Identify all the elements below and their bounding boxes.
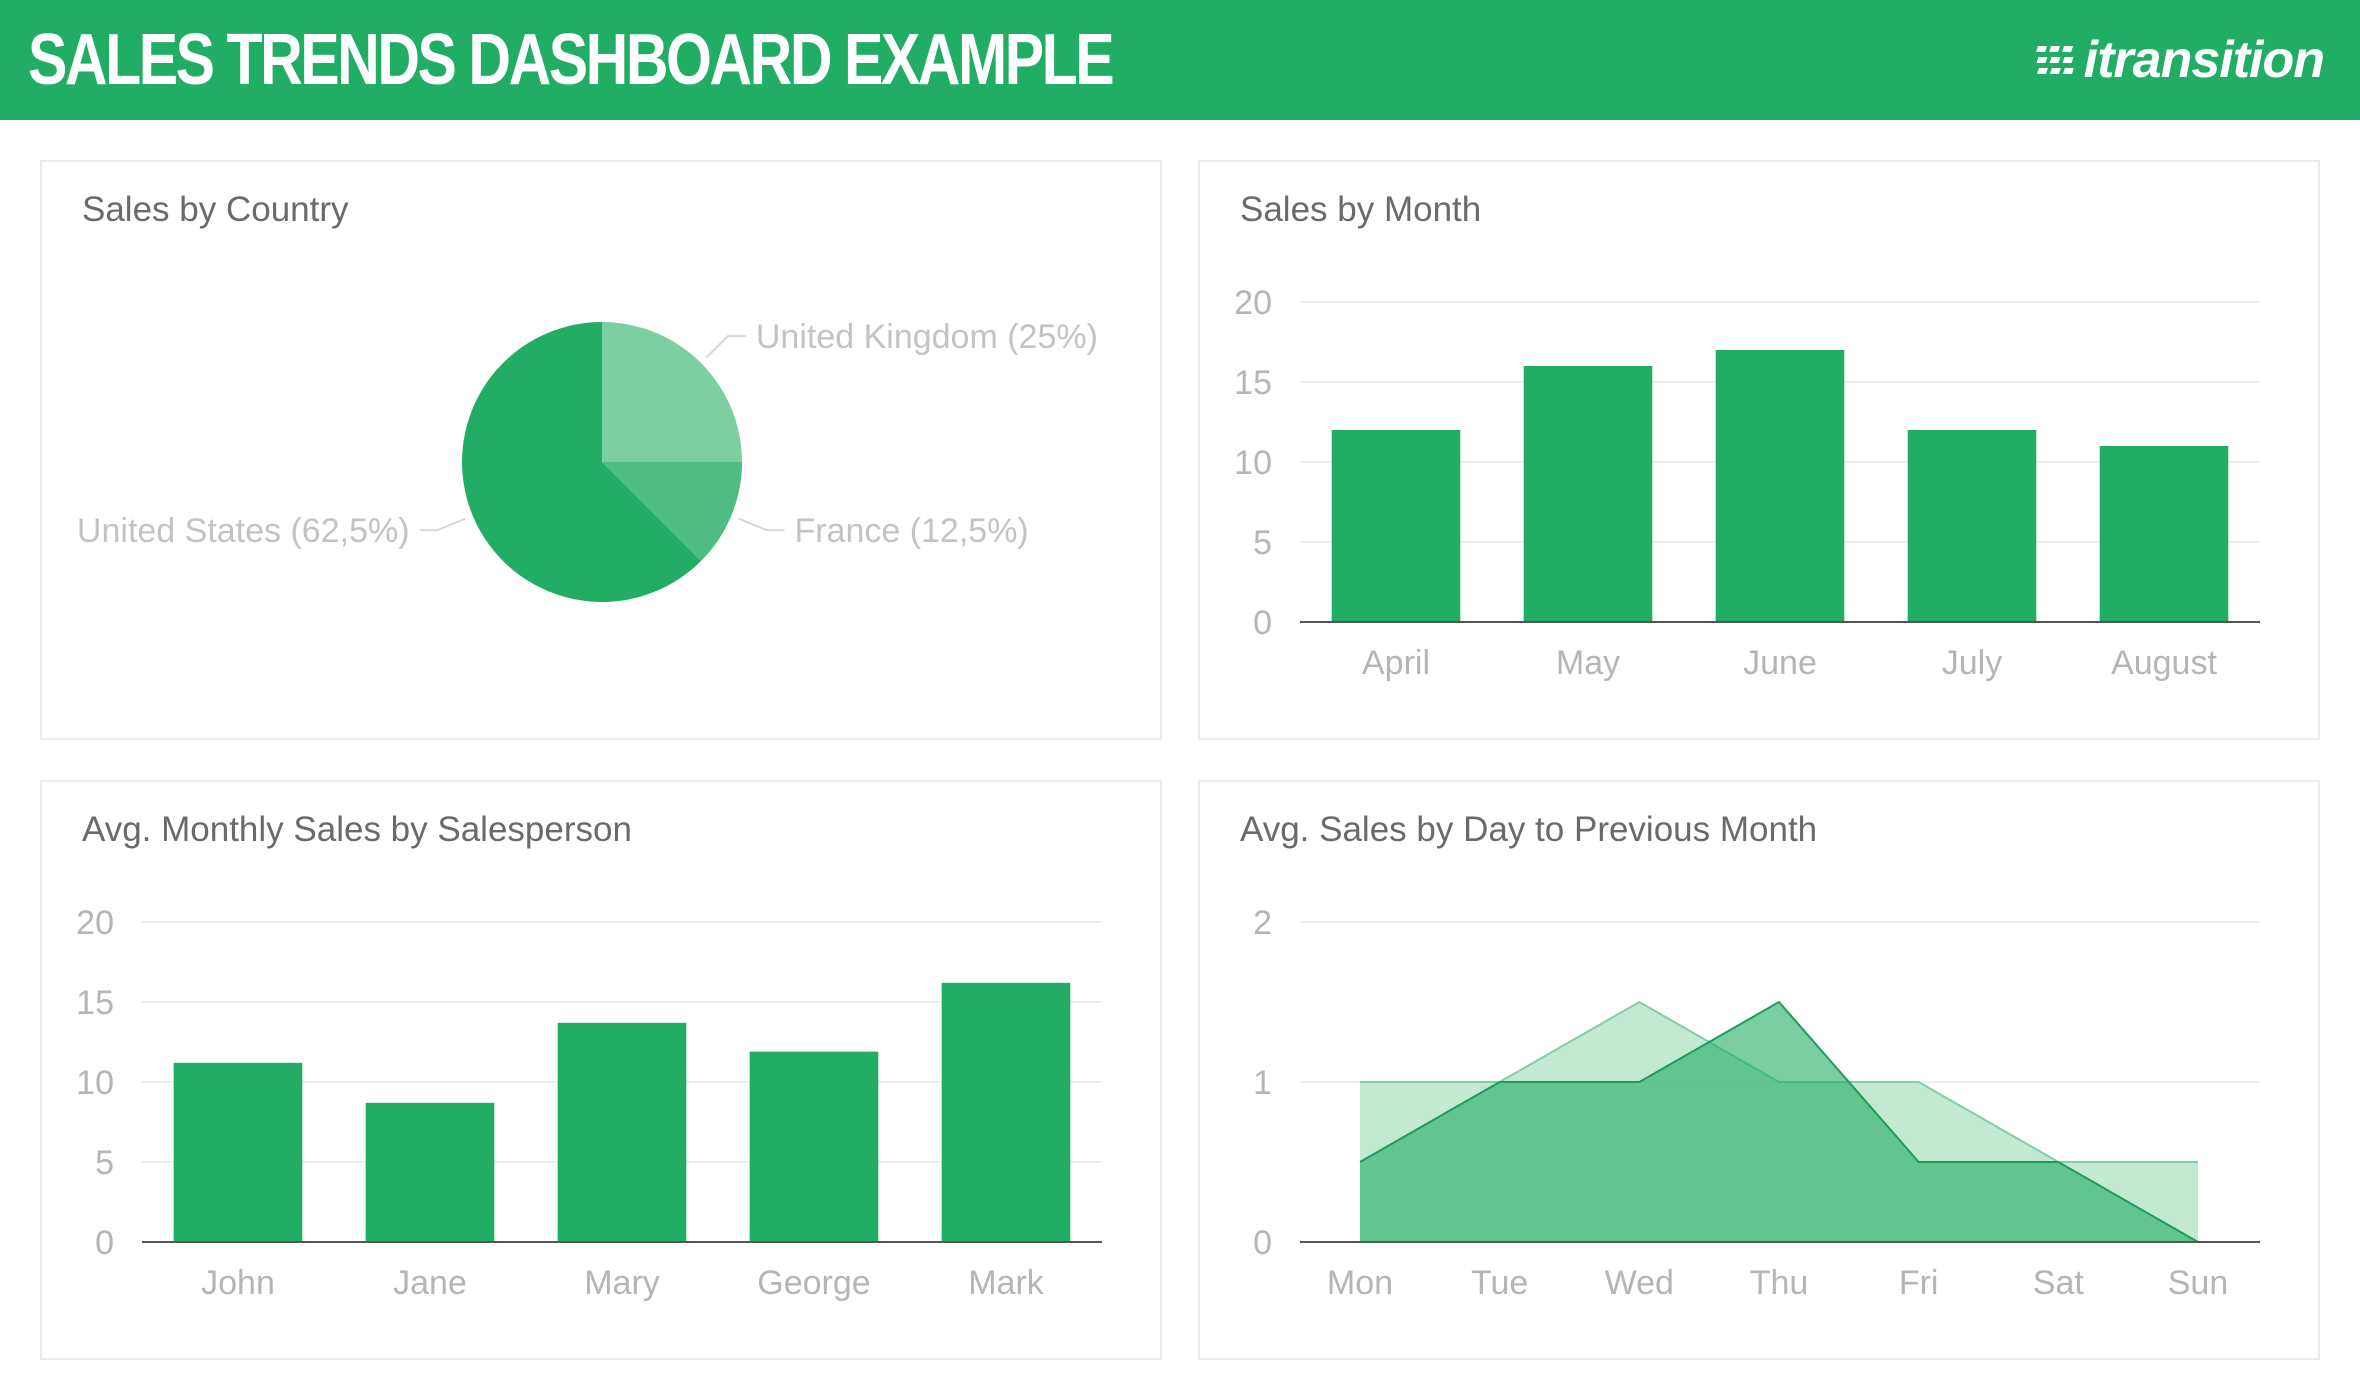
- salesperson-ytick-3: 15: [76, 984, 114, 1022]
- salesperson-xtick-2: Mary: [584, 1264, 660, 1302]
- sales-by-salesperson-panel: Avg. Monthly Sales by Salesperson 0 5 10 15…: [40, 780, 1162, 1360]
- day-xtick-2: Wed: [1605, 1264, 1674, 1302]
- logo-text: itransition: [2083, 31, 2325, 89]
- day-area-series-1: [1360, 1002, 2198, 1242]
- day-xtick-0: Mon: [1327, 1264, 1393, 1302]
- salesperson-xtick-1: Jane: [393, 1264, 467, 1302]
- pie-chart-country: United Kingdom (25%) France (12,5%) United…: [77, 318, 1098, 602]
- salesperson-xtick-3: George: [757, 1264, 870, 1302]
- month-xtick-3: July: [1942, 644, 2002, 682]
- salesperson-xtick-4: Mark: [968, 1264, 1045, 1302]
- day-ytick-0: 0: [1253, 1224, 1272, 1262]
- sales-by-month-panel: Sales by Month 0 5 10 15 20 April May June July A…: [1198, 160, 2320, 740]
- month-ytick-0: 0: [1253, 604, 1272, 642]
- panel-title-day: Avg. Sales by Day to Previous Month: [1240, 810, 1818, 849]
- panel-title-salesperson: Avg. Monthly Sales by Salesperson: [82, 810, 632, 849]
- pie-leader-1: [738, 517, 785, 532]
- salesperson-bar-0: [173, 1062, 303, 1242]
- month-xtick-2: June: [1743, 644, 1817, 682]
- day-xtick-1: Tue: [1471, 1264, 1528, 1302]
- bar-chart-salesperson: 0 5 10 15 20 John Jane Mary George Mark: [76, 904, 1102, 1302]
- panel-title-month: Sales by Month: [1240, 190, 1482, 229]
- day-ytick-1: 1: [1253, 1064, 1272, 1102]
- header-bar: SALES TRENDS DASHBOARD EXAMPLE itransiti…: [0, 0, 2360, 120]
- month-ytick-4: 20: [1234, 284, 1272, 322]
- month-ytick-2: 10: [1234, 444, 1272, 482]
- month-ytick-3: 15: [1234, 364, 1272, 402]
- salesperson-ytick-4: 20: [76, 904, 114, 942]
- day-line-series-1: [1359, 1000, 2199, 1243]
- logo-mark-icon: [2035, 46, 2074, 74]
- month-bar-0: [1331, 430, 1461, 622]
- pie-slice-2: [461, 322, 701, 602]
- month-xtick-1: May: [1556, 644, 1620, 682]
- pie-leader-0: [705, 335, 746, 359]
- month-xtick-4: August: [2111, 644, 2217, 682]
- salesperson-bar-2: [557, 1022, 687, 1242]
- pie-leader-2: [419, 517, 466, 532]
- month-xtick-0: April: [1362, 644, 1430, 682]
- day-xtick-5: Sat: [2033, 1264, 2085, 1302]
- month-bar-3: [1907, 430, 2037, 622]
- month-bar-4: [2099, 446, 2229, 622]
- day-xtick-4: Fri: [1899, 1264, 1939, 1302]
- salesperson-ytick-2: 10: [76, 1064, 114, 1102]
- month-ytick-1: 5: [1253, 524, 1272, 562]
- sales-by-country-panel: Sales by Country United Kingdom (25%) Fra…: [40, 160, 1162, 740]
- pie-slice-0: [602, 322, 742, 462]
- salesperson-ytick-1: 5: [95, 1144, 114, 1182]
- area-chart-day: 0 1 2 Mon Tue Wed Thu Fri Sat Sun: [1253, 904, 2260, 1302]
- salesperson-bar-3: [749, 1051, 879, 1242]
- month-bar-1: [1523, 366, 1653, 622]
- pie-slice-label-1: France (12,5%): [794, 512, 1028, 550]
- salesperson-xtick-0: John: [201, 1264, 275, 1302]
- sales-by-day-panel: Avg. Sales by Day to Previous Month 0 1 2 M…: [1198, 780, 2320, 1360]
- pie-slice-1: [602, 462, 742, 561]
- salesperson-bar-4: [941, 982, 1071, 1242]
- day-xtick-3: Thu: [1750, 1264, 1809, 1302]
- itransition-logo[interactable]: itransition: [2035, 30, 2325, 90]
- pie-slice-label-0: United Kingdom (25%): [756, 318, 1098, 356]
- bar-chart-month: 0 5 10 15 20 April May June July August: [1234, 284, 2260, 682]
- salesperson-ytick-0: 0: [95, 1224, 114, 1262]
- panel-title-country: Sales by Country: [82, 190, 349, 229]
- pie-slice-label-2: United States (62,5%): [77, 512, 410, 550]
- page-title: SALES TRENDS DASHBOARD EXAMPLE: [28, 20, 1115, 100]
- salesperson-bar-1: [365, 1102, 495, 1242]
- day-ytick-2: 2: [1253, 904, 1272, 942]
- month-bar-2: [1715, 350, 1845, 622]
- day-xtick-6: Sun: [2168, 1264, 2229, 1302]
